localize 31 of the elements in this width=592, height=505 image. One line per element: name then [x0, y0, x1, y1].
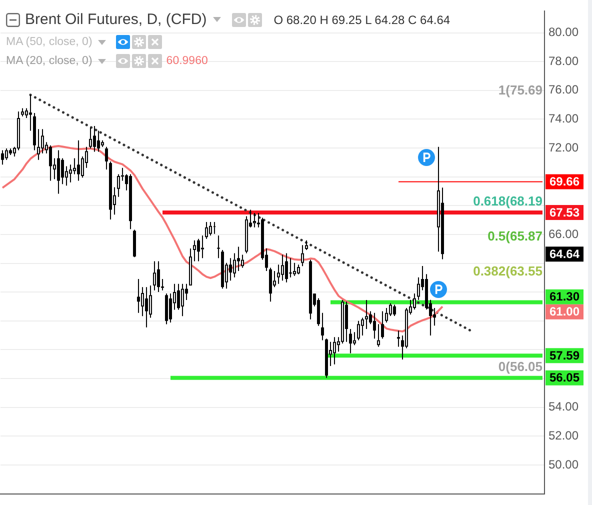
candlestick: [213, 222, 216, 234]
y-tick-label: 76.00: [548, 82, 579, 97]
y-tick-label: 78.00: [548, 54, 579, 68]
annotation: 0.5(65.87: [488, 228, 542, 244]
candlestick: [289, 258, 292, 278]
candlestick: [201, 236, 204, 258]
y-tick-label: 74.00: [548, 112, 579, 126]
y-tick-label: 80.00: [548, 25, 579, 40]
data-label: 69.66: [549, 174, 580, 189]
data-label: 57.59: [549, 348, 580, 362]
y-tick-label: 72.00: [548, 140, 579, 154]
data-label: 61.30: [549, 290, 580, 304]
candlestick: [217, 236, 220, 258]
y-tick-label: 54.00: [548, 400, 579, 414]
annotation: 0.382(63.55: [473, 264, 542, 279]
text: 61.00: [549, 304, 580, 319]
annotation: MA (50, close, 0): [6, 36, 92, 48]
data-label: 67.53: [549, 205, 580, 220]
y-tick-label: 66.00: [548, 226, 579, 241]
text: MA (20, close, 0): [6, 54, 92, 68]
y-tick-label: 52.00: [548, 428, 579, 442]
annotation: 1(75.69: [498, 82, 542, 98]
chart-title: Brent Oil Futures, D, (CFD): [25, 11, 207, 28]
candlestick: [29, 94, 32, 131]
text: 64.64: [549, 246, 580, 261]
annotation: 0.618(68.19: [473, 194, 542, 209]
data-label: 56.05: [549, 370, 580, 385]
y-tick-label: 50.00: [548, 457, 579, 472]
annotation: 0(56.05: [498, 358, 542, 374]
annotation: O 68.20 H 69.25 L 64.28 C 64.64: [274, 12, 450, 26]
annotation: 60.9960: [166, 54, 208, 68]
